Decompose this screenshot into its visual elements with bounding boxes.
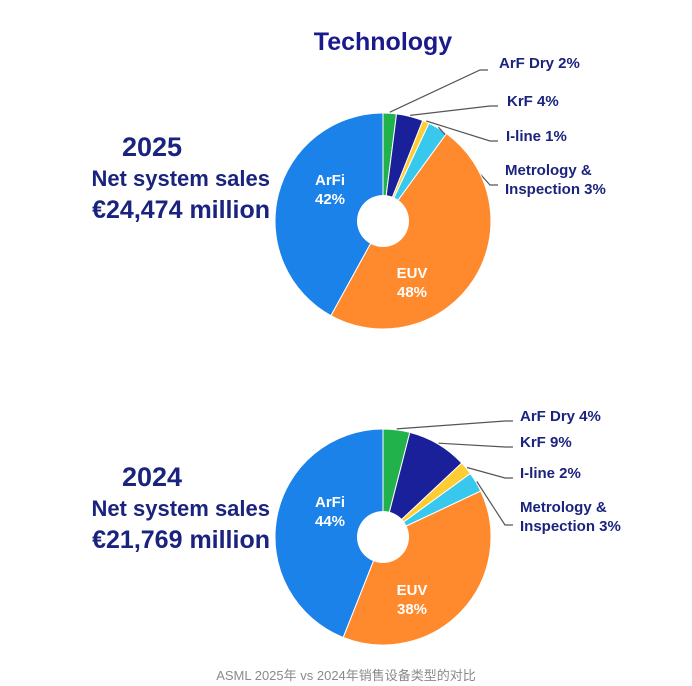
net-sales-value-2025: €24,474 million: [92, 196, 270, 224]
slice-2024-arfi: [274, 428, 384, 639]
leader-line-2025-arf-dry: [389, 69, 488, 113]
summary-2025: 2025 Net system sales €24,474 million: [20, 130, 270, 226]
slice-2025-arfi: [274, 112, 384, 317]
slice-label-value-2025-euv: 48%: [397, 284, 427, 301]
external-label-2024-metrology-1: Inspection 3%: [520, 518, 621, 535]
external-label-2024-krf-0: KrF 9%: [520, 434, 572, 451]
year-2025: 2025: [121, 132, 183, 162]
external-label-2024-arf-dry-0: ArF Dry 4%: [520, 408, 601, 425]
net-sales-label-2024: Net system sales: [91, 496, 270, 521]
external-label-2025-arf-dry-0: ArF Dry 2%: [499, 55, 580, 72]
slice-label-name-2025-euv: EUV: [397, 265, 428, 282]
chart-title: Technology: [313, 28, 453, 56]
external-label-2025-metrology-1: Inspection 3%: [505, 181, 606, 198]
net-sales-value-2024: €21,769 million: [92, 526, 270, 554]
slice-label-name-2024-arfi: ArFi: [315, 494, 345, 511]
slice-label-value-2024-arfi: 44%: [315, 513, 345, 530]
external-label-2024-metrology-0: Metrology &: [520, 499, 607, 516]
slice-label-value-2024-euv: 38%: [397, 601, 427, 618]
leader-line-2025-i-line: [426, 120, 498, 142]
leader-line-2024-arf-dry: [396, 420, 513, 430]
donut-hole-2025: [357, 195, 409, 247]
slice-2024-euv: [342, 490, 492, 646]
leader-line-2024-metrology: [476, 481, 513, 526]
external-label-2024-i-line-0: I-line 2%: [520, 465, 581, 482]
leader-line-2024-krf: [438, 442, 513, 448]
leader-line-2025-krf: [410, 105, 498, 116]
external-label-2025-krf-0: KrF 4%: [507, 93, 559, 110]
slice-label-value-2025-arfi: 42%: [315, 191, 345, 208]
net-sales-label-2025: Net system sales: [91, 166, 270, 191]
slice-2025-euv: [330, 132, 492, 330]
external-label-2025-metrology-0: Metrology &: [505, 162, 592, 179]
summary-2024: 2024 Net system sales €21,769 million: [20, 460, 270, 556]
external-label-2025-i-line-0: I-line 1%: [506, 128, 567, 145]
caption: ASML 2025年 vs 2024年销售设备类型的对比: [216, 668, 476, 683]
slice-label-name-2025-arfi: ArFi: [315, 172, 345, 189]
donut-hole-2024: [357, 511, 409, 563]
slice-label-name-2024-euv: EUV: [397, 582, 428, 599]
leader-line-2024-i-line: [466, 466, 513, 479]
year-2024: 2024: [121, 462, 183, 492]
